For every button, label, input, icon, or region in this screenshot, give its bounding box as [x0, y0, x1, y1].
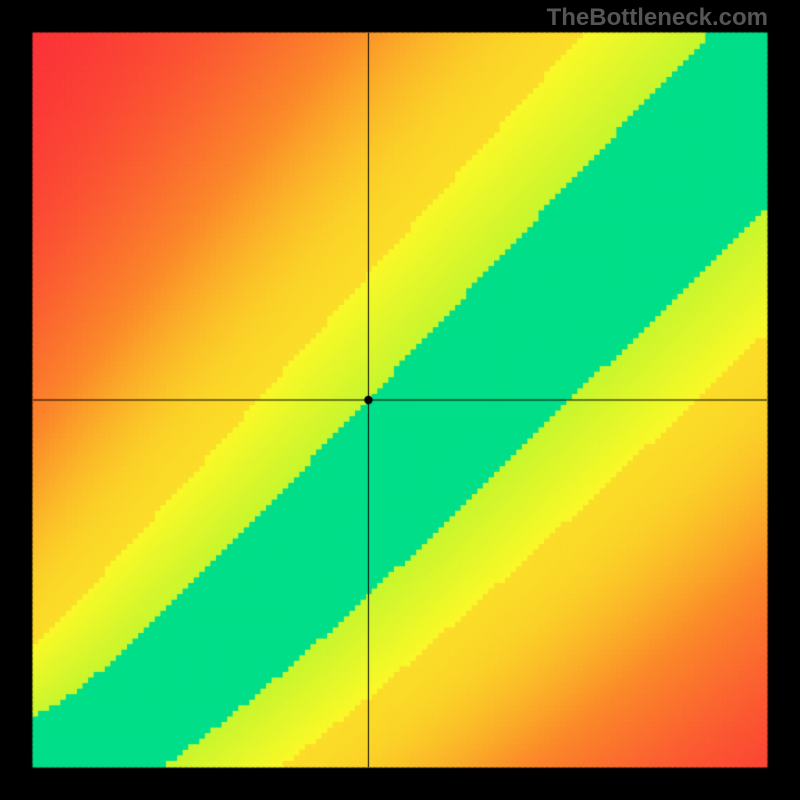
watermark-text: TheBottleneck.com	[547, 4, 768, 32]
heatmap-plot	[0, 0, 800, 800]
chart-container: TheBottleneck.com	[0, 0, 800, 800]
